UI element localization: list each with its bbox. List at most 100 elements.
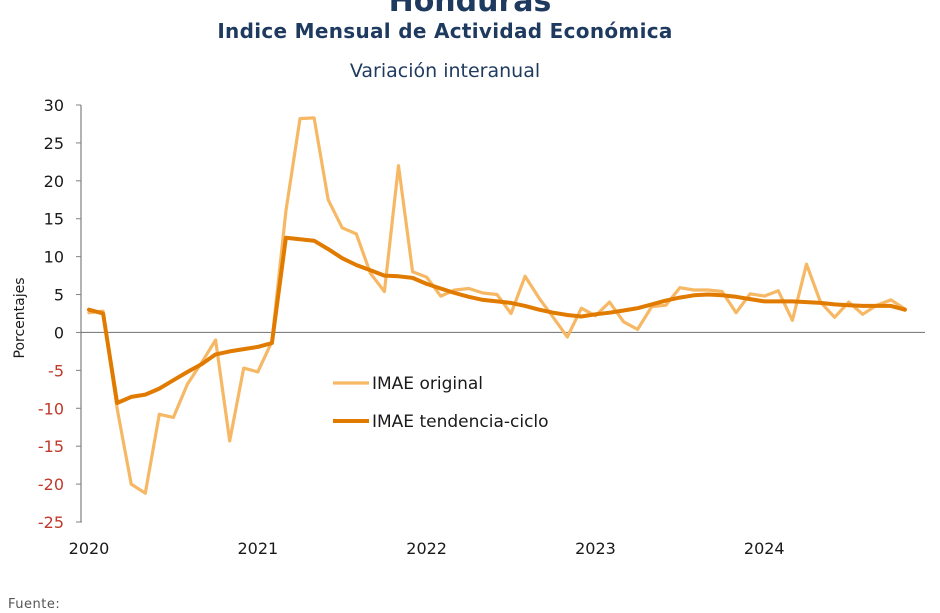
data-point-original: [537, 296, 541, 300]
data-point-trend: [425, 282, 428, 286]
data-point-trend: [594, 312, 597, 316]
data-point-trend: [734, 295, 738, 299]
y-axis-label: Porcentajes: [12, 277, 28, 358]
data-point-original: [509, 312, 513, 315]
data-point-trend: [340, 256, 344, 260]
data-point-original: [565, 335, 569, 339]
y-tick-label: -25: [38, 513, 64, 532]
data-point-original: [523, 274, 527, 278]
data-point-trend: [664, 299, 668, 302]
data-point-original: [847, 300, 851, 304]
series-line-trend: [87, 235, 907, 405]
data-point-original: [664, 303, 668, 307]
data-point-original: [636, 328, 639, 331]
data-point-trend: [172, 378, 175, 382]
data-point-original: [143, 491, 147, 495]
data-point-trend: [186, 370, 189, 374]
data-point-original: [481, 291, 485, 295]
data-point-trend: [875, 304, 879, 308]
data-point-original: [580, 306, 583, 310]
source-label: Fuente:: [8, 597, 61, 612]
y-tick-label: 10: [44, 248, 64, 267]
legend-label: IMAE tendencia-ciclo: [372, 412, 549, 432]
data-point-trend: [411, 276, 414, 280]
data-point-trend: [439, 287, 443, 290]
data-point-original: [692, 288, 696, 292]
y-tick-label: 0: [54, 323, 64, 342]
series-line-original: [87, 116, 907, 495]
legend: IMAE original IMAE tendencia-ciclo: [333, 374, 549, 432]
chart-title: Indice Mensual de Actividad Económica: [217, 19, 673, 43]
data-point-original: [115, 406, 119, 410]
data-point-trend: [636, 306, 639, 310]
data-point-original: [734, 311, 738, 315]
x-tick-label: 2023: [575, 539, 616, 558]
data-point-original: [439, 294, 443, 298]
data-point-original: [383, 290, 386, 293]
data-point-trend: [115, 401, 119, 405]
chart-subtitle: Variación interanual: [349, 60, 541, 82]
data-point-original: [776, 289, 780, 293]
data-point-original: [340, 226, 344, 230]
y-tick-label: -15: [38, 437, 64, 456]
x-tick-label: 2021: [237, 539, 278, 558]
data-point-trend: [580, 315, 583, 318]
data-point-trend: [284, 236, 288, 240]
data-point-trend: [748, 297, 752, 301]
data-point-trend: [369, 268, 372, 272]
data-point-trend: [537, 308, 541, 312]
x-tick-label: 2022: [406, 539, 447, 558]
series-group: [87, 116, 907, 495]
y-tick-label: 5: [54, 286, 64, 305]
data-point-original: [312, 116, 316, 120]
data-point-original: [706, 288, 710, 292]
data-point-trend: [326, 247, 330, 251]
data-point-trend: [242, 347, 246, 351]
data-point-trend: [101, 312, 105, 315]
data-point-trend: [354, 263, 358, 267]
data-point-trend: [692, 293, 696, 297]
top-title: Honduras: [388, 0, 552, 19]
data-point-trend: [270, 341, 274, 345]
data-point-original: [608, 300, 611, 304]
data-point-original: [172, 416, 175, 419]
data-point-original: [157, 412, 161, 416]
y-tick-label: -10: [38, 399, 64, 418]
data-point-trend: [129, 395, 133, 399]
data-point-original: [762, 294, 766, 298]
data-point-trend: [200, 362, 203, 366]
y-tick-label: 25: [44, 134, 64, 153]
data-point-trend: [819, 301, 822, 305]
data-point-original: [833, 315, 836, 319]
data-point-original: [791, 318, 794, 322]
data-point-trend: [805, 300, 808, 304]
data-point-original: [397, 164, 400, 168]
data-point-original: [678, 286, 682, 290]
data-point-original: [256, 370, 260, 374]
data-point-trend: [776, 300, 780, 303]
data-point-trend: [467, 295, 471, 299]
data-point-original: [495, 293, 499, 296]
data-point-trend: [889, 304, 893, 308]
data-point-original: [805, 262, 808, 266]
data-point-original: [748, 292, 752, 296]
data-point-trend: [495, 300, 499, 303]
data-point-original: [129, 482, 133, 486]
data-point-original: [87, 311, 91, 315]
data-point-trend: [214, 353, 218, 356]
data-point-trend: [551, 311, 555, 315]
data-point-original: [551, 315, 555, 319]
data-point-trend: [622, 309, 625, 312]
data-point-original: [284, 209, 288, 213]
data-point-original: [622, 320, 625, 324]
data-point-trend: [157, 387, 161, 390]
data-point-trend: [678, 296, 682, 299]
data-point-original: [354, 232, 358, 236]
data-point-trend: [903, 308, 907, 312]
x-tick-label: 2024: [744, 539, 785, 558]
data-point-trend: [608, 311, 611, 315]
y-tick-label: -20: [38, 475, 64, 494]
y-tick-label: -5: [48, 361, 64, 380]
data-point-original: [228, 439, 232, 443]
